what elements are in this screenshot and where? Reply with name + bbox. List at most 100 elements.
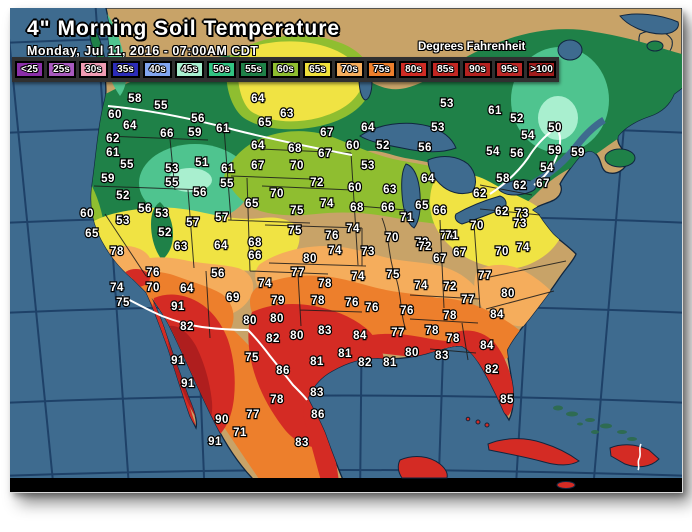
- legend-chip: 90s: [463, 61, 492, 78]
- station-temp: 74: [516, 242, 530, 254]
- legend-chip: 55s: [239, 61, 268, 78]
- station-temp: 67: [318, 148, 332, 160]
- international-borders: [107, 105, 562, 401]
- station-temp: 53: [116, 215, 130, 227]
- station-temp: 91: [181, 378, 195, 390]
- station-temp: 64: [361, 122, 375, 134]
- station-temp: 78: [446, 333, 460, 345]
- station-temp: 70: [146, 282, 160, 294]
- legend-chip: <25: [15, 61, 44, 78]
- station-temp: 81: [383, 357, 397, 369]
- station-temp: 55: [220, 178, 234, 190]
- station-temp: 86: [311, 409, 325, 421]
- station-temp: 83: [295, 437, 309, 449]
- station-temp: 54: [540, 162, 554, 174]
- station-temp: 84: [490, 309, 504, 321]
- station-temp: 82: [266, 333, 280, 345]
- legend-chip: 50s: [207, 61, 236, 78]
- station-temp: 74: [414, 280, 428, 292]
- station-temp: 77: [246, 409, 260, 421]
- legend-chip: 40s: [143, 61, 172, 78]
- station-temp: 84: [480, 340, 494, 352]
- band-45s-northwest: [168, 168, 212, 192]
- station-temp: 70: [290, 160, 304, 172]
- station-temp: 62: [473, 188, 487, 200]
- station-temp: 76: [365, 302, 379, 314]
- station-temp: 80: [243, 315, 257, 327]
- station-temp: 72: [310, 177, 324, 189]
- station-temp: 80: [290, 330, 304, 342]
- station-temp: 74: [258, 278, 272, 290]
- station-temp: 68: [288, 143, 302, 155]
- station-temp: 53: [165, 163, 179, 175]
- station-temp: 74: [440, 230, 454, 242]
- station-temp: 72: [415, 237, 429, 249]
- station-temp: 86: [276, 365, 290, 377]
- station-temp: 70: [470, 220, 484, 232]
- station-temp: 69: [226, 292, 240, 304]
- station-temp: 82: [485, 364, 499, 376]
- station-temp: 79: [271, 295, 285, 307]
- yucatan-coast: [397, 456, 448, 479]
- nova-scotia-green: [604, 148, 636, 168]
- station-temp: 91: [171, 301, 185, 313]
- station-temp: 62: [106, 133, 120, 145]
- bahamas: [553, 405, 637, 441]
- band-65s-east: [430, 173, 562, 269]
- station-temp: 61: [221, 163, 235, 175]
- station-temp: 67: [433, 253, 447, 265]
- station-temp: 56: [510, 148, 524, 160]
- station-temp: 84: [353, 330, 367, 342]
- station-temp: 72: [418, 241, 432, 253]
- station-temp: 61: [216, 123, 230, 135]
- station-temp: 60: [348, 182, 362, 194]
- station-temp: 66: [381, 202, 395, 214]
- station-temp: 56: [211, 268, 225, 280]
- station-temp: 76: [325, 230, 339, 242]
- station-temp: 74: [346, 223, 360, 235]
- date-label: Monday, Jul 11, 2016 - 07:00AM CDT: [27, 44, 259, 58]
- station-temp: 63: [383, 184, 397, 196]
- station-temp: 74: [351, 271, 365, 283]
- station-temp: 59: [571, 147, 585, 159]
- station-temp: 80: [501, 288, 515, 300]
- station-temp: 82: [180, 321, 194, 333]
- us-canada-border-east: [489, 126, 562, 195]
- station-temp: 64: [214, 240, 228, 252]
- station-temp: 58: [496, 173, 510, 185]
- station-temp: 67: [453, 247, 467, 259]
- legend-chip: 95s: [495, 61, 524, 78]
- station-temp: 91: [208, 436, 222, 448]
- station-temp: 80: [303, 253, 317, 265]
- station-temp: 81: [310, 356, 324, 368]
- station-temp: 53: [155, 208, 169, 220]
- station-temp: 64: [180, 283, 194, 295]
- lake-michigan: [401, 163, 421, 229]
- station-temp: 76: [400, 305, 414, 317]
- station-temp: 80: [405, 347, 419, 359]
- florida-keys: [484, 422, 490, 428]
- station-temp: 70: [385, 232, 399, 244]
- caribbean-islands: [397, 40, 664, 489]
- haiti-dr-border: [637, 443, 642, 471]
- station-temp: 53: [361, 160, 375, 172]
- station-temp: 60: [80, 208, 94, 220]
- station-temp: 62: [513, 180, 527, 192]
- station-temp: 77: [391, 327, 405, 339]
- station-temp: 78: [425, 325, 439, 337]
- us-canada-border-west: [107, 105, 353, 156]
- station-temp: 83: [435, 350, 449, 362]
- band-80s-gulf-mexico-coast: [303, 396, 340, 492]
- station-temp: 68: [248, 237, 262, 249]
- station-temp: 75: [245, 352, 259, 364]
- station-temp: 50: [548, 122, 562, 134]
- station-temp: 59: [548, 145, 562, 157]
- legend-chip: 45s: [175, 61, 204, 78]
- station-temp: 75: [290, 205, 304, 217]
- units-label: Degrees Fahrenheit: [418, 41, 526, 53]
- station-temp: 78: [318, 278, 332, 290]
- station-temp: 75: [288, 225, 302, 237]
- legend-chip: 75s: [367, 61, 396, 78]
- station-temp: 78: [311, 295, 325, 307]
